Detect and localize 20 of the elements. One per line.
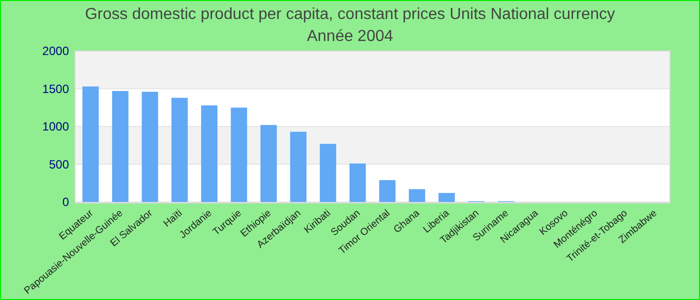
bar bbox=[82, 86, 99, 202]
bar bbox=[112, 91, 128, 202]
y-tick-label: 1500 bbox=[42, 82, 70, 96]
y-tick-label: 0 bbox=[62, 195, 70, 210]
bar bbox=[408, 189, 426, 202]
bar bbox=[320, 144, 336, 202]
bar bbox=[379, 180, 396, 202]
y-tick-label: 500 bbox=[48, 157, 70, 172]
bar bbox=[260, 124, 277, 202]
y-tick-label: 1000 bbox=[42, 120, 70, 134]
bar bbox=[142, 92, 158, 202]
chart-subtitle: Année 2004 bbox=[306, 28, 394, 45]
chart-title: Gross domestic product per capita, constant prices Units National currency bbox=[84, 6, 616, 23]
y-tick-label: 2000 bbox=[42, 44, 70, 58]
bar bbox=[171, 98, 188, 202]
bar bbox=[438, 192, 455, 202]
bar bbox=[350, 163, 366, 202]
bar bbox=[290, 132, 306, 202]
bar bbox=[230, 108, 248, 202]
bar bbox=[201, 105, 218, 202]
